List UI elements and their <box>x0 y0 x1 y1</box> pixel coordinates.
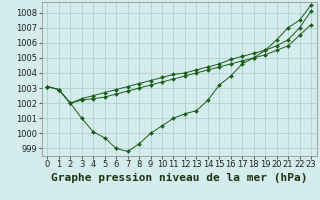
X-axis label: Graphe pression niveau de la mer (hPa): Graphe pression niveau de la mer (hPa) <box>51 173 308 183</box>
